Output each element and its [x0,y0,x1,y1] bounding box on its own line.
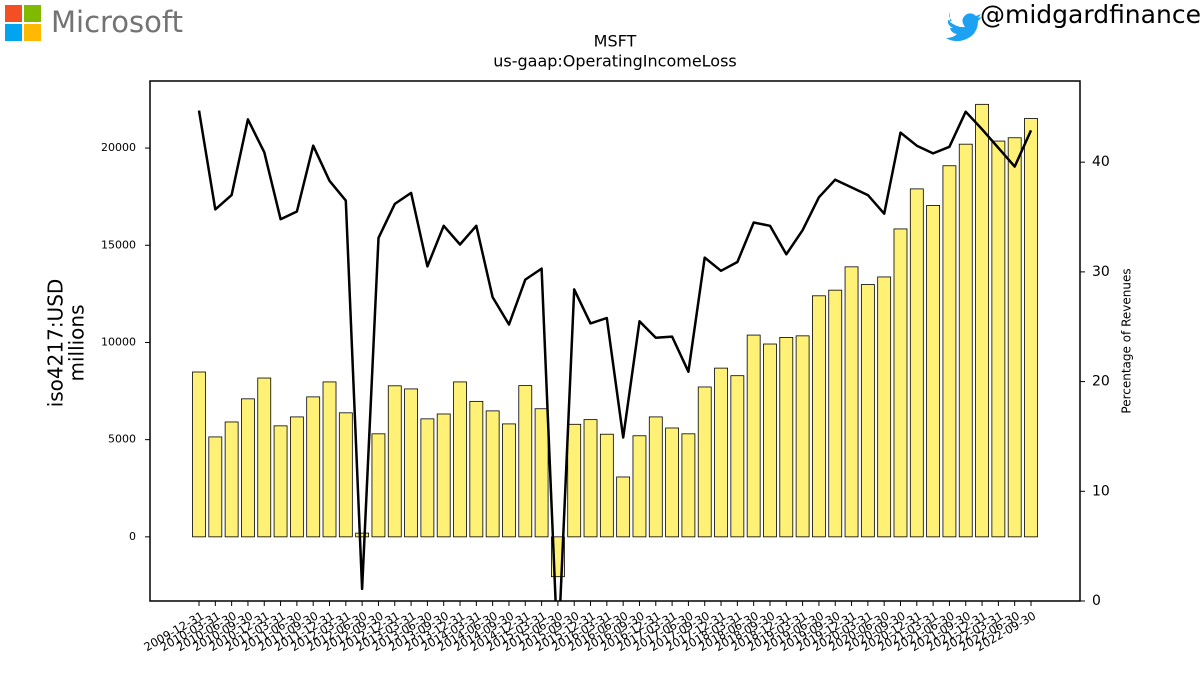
brand: Microsoft [51,5,183,39]
handle: @midgardfinance [980,0,1200,29]
bar [779,337,794,538]
bar [534,408,549,538]
bar [371,433,386,538]
bar [795,335,810,538]
bar [877,276,892,538]
bar [502,423,516,538]
bar [599,433,614,538]
y2-tick-label: 20 [1092,374,1110,390]
plot-area [192,103,1038,601]
bar [257,377,272,538]
y2-tick-label: 30 [1092,264,1110,280]
bar [958,143,973,538]
bar [681,433,696,538]
bar [469,400,484,538]
bar [730,375,745,538]
bar [893,228,908,538]
bar [926,205,941,538]
bar [208,436,223,538]
bar [306,396,321,538]
y2-axis-label: Percentage of Revenues [1120,268,1134,413]
microsoft-logo [5,5,41,41]
bar [453,381,467,538]
y2-tick-label: 40 [1092,154,1110,170]
bar [1007,137,1022,538]
bar [322,381,337,538]
chart-subtitle: us-gaap:OperatingIncomeLoss [493,52,737,71]
bar [1024,118,1038,538]
bar [518,385,533,538]
bar [387,385,402,538]
plot-frame [149,80,1081,602]
bar [909,188,924,538]
bar [844,266,859,538]
bar [812,295,826,538]
bar [224,421,239,538]
bar [697,386,712,538]
line [197,110,1033,601]
bar [436,413,451,538]
bar [567,423,582,538]
y2-tick-label: 0 [1092,593,1101,609]
bar [289,416,304,538]
y-axis-label: iso4217:USD [44,279,68,408]
chart-title: MSFT [594,32,637,51]
bar [632,435,647,538]
bar [648,416,663,538]
bar [192,371,206,538]
bar [746,334,761,538]
bar [485,410,500,538]
bar [616,476,631,538]
y-tick-label: 0 [129,530,136,543]
bar [714,367,728,538]
bar [763,343,777,538]
y-tick-label: 15000 [101,238,136,251]
bar [241,398,255,538]
bar [355,532,370,538]
bar [828,289,843,538]
y-tick-label: 20000 [101,141,136,154]
y-tick-label: 5000 [108,433,136,446]
bar [273,425,288,538]
y2-tick-label: 10 [1092,483,1110,499]
y-axis-label: millions [65,304,89,381]
bar [942,165,957,538]
bar [338,412,353,538]
bar [420,418,435,538]
bar [404,388,418,538]
bar [583,419,598,538]
bar [665,427,679,538]
bar [975,103,989,538]
bar [991,140,1006,538]
y-tick-label: 10000 [101,335,136,348]
twitter-icon [946,12,982,42]
bar [860,284,875,538]
